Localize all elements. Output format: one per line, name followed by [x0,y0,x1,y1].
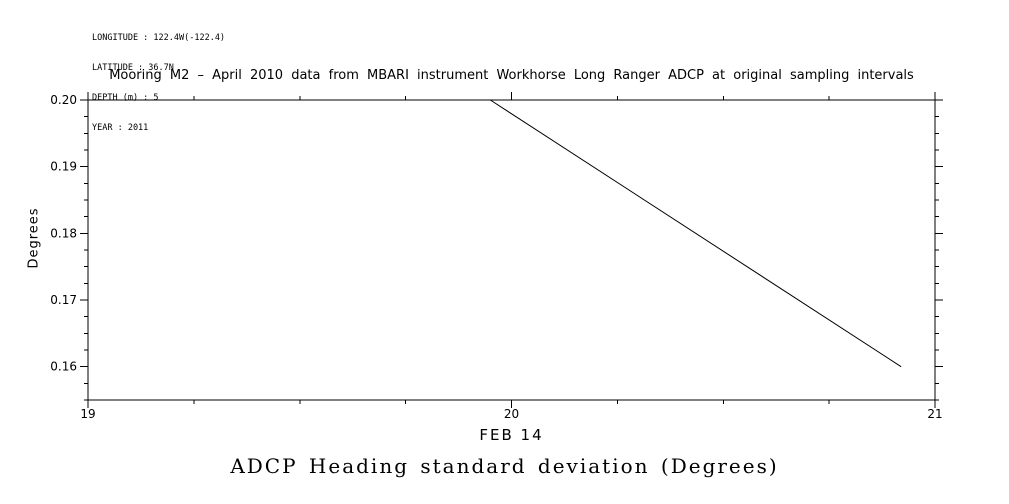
metadata-longitude: LONGITUDE : 122.4W(-122.4) [92,33,226,43]
y-tick-label: 0.17 [50,293,77,307]
x-tick-label: 21 [927,407,942,421]
chart-footer-title: ADCP Heading standard deviation (Degrees… [230,454,779,478]
x-axis-label: FEB 14 [479,426,544,444]
metadata-block: LONGITUDE : 122.4W(-122.4) LATITUDE : 36… [92,13,225,153]
y-tick-label: 0.19 [50,160,77,174]
metadata-depth: DEPTH (m) : 5 [92,93,159,103]
chart-title: Mooring M2 – April 2010 data from MBARI … [109,68,914,83]
plot-border [87,99,936,401]
y-tick-label: 0.20 [50,93,77,107]
x-tick-label: 19 [80,407,95,421]
metadata-year: YEAR : 2011 [92,123,149,133]
data-line [490,99,902,368]
metadata-latitude: LATITUDE : 36.7N [92,63,174,73]
y-tick-label: 0.18 [50,226,77,240]
x-tick-label: 20 [504,407,519,421]
y-tick-label: 0.16 [50,360,77,374]
